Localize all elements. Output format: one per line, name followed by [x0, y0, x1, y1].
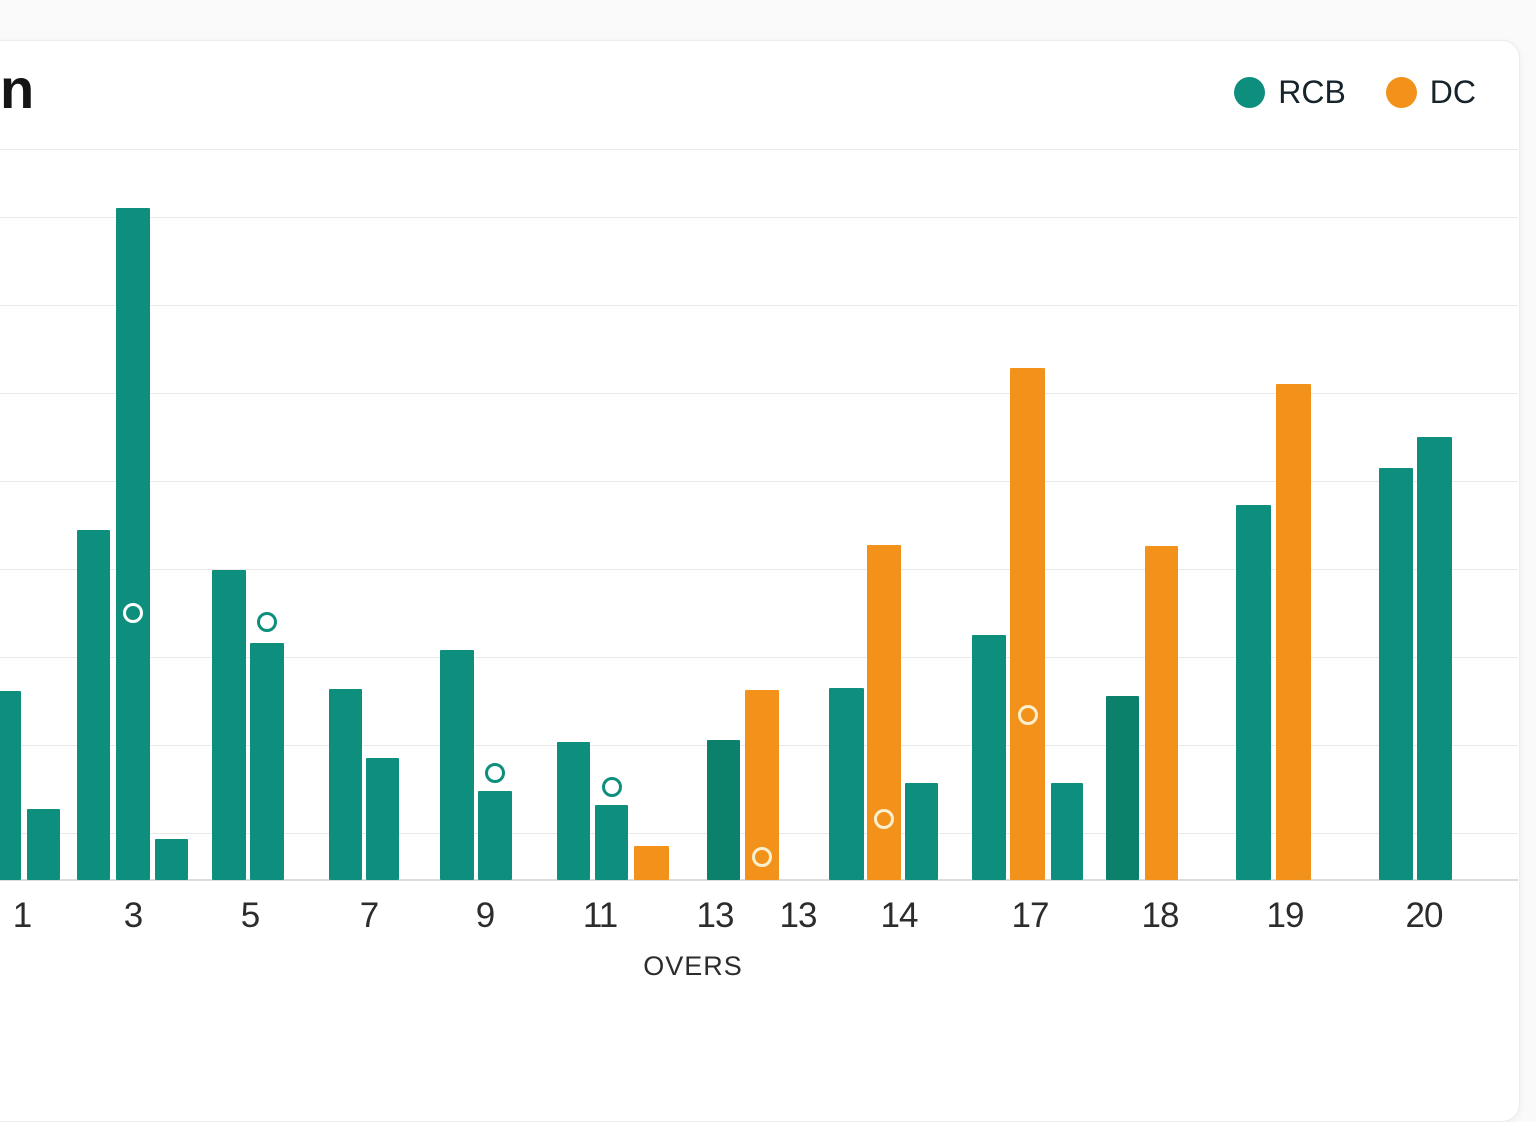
legend-label: RCB	[1278, 74, 1346, 110]
manhattan-bar-rcb[interactable]	[972, 635, 1006, 880]
legend-dot-icon	[1385, 77, 1417, 108]
gridline	[0, 149, 1518, 150]
legend-item-rcb[interactable]: RCB	[1234, 74, 1346, 111]
manhattan-bar-rcb[interactable]	[329, 689, 362, 880]
manhattan-bar-rcb[interactable]	[595, 805, 628, 880]
x-axis-tick-label: 17	[1011, 896, 1050, 935]
wicket-marker-icon	[874, 809, 894, 829]
x-axis-tick-label: 14	[880, 896, 919, 935]
manhattan-bar-rcb[interactable]	[1379, 468, 1413, 880]
manhattan-bar-rcb[interactable]	[212, 570, 246, 880]
x-axis-tick-label: 13	[696, 896, 735, 935]
manhattan-bar-dc[interactable]	[634, 846, 669, 880]
gridline	[0, 481, 1518, 482]
x-axis-line	[0, 879, 1518, 881]
wicket-marker-icon	[601, 777, 622, 797]
x-axis-tick-label: 5	[240, 896, 260, 935]
x-axis-tick-label: 18	[1141, 896, 1180, 935]
manhattan-bar-rcb[interactable]	[366, 758, 399, 880]
legend-dot-icon	[1234, 77, 1266, 108]
manhattan-bar-rcb[interactable]	[155, 839, 188, 880]
manhattan-bar-rcb[interactable]	[116, 208, 150, 880]
manhattan-bar-rcb[interactable]	[77, 530, 110, 880]
gridline	[0, 657, 1518, 658]
manhattan-bar-rcb[interactable]	[0, 691, 21, 880]
manhattan-bar-rcb[interactable]	[478, 791, 512, 880]
x-axis-tick-label: 7	[359, 896, 379, 935]
wicket-marker-icon	[752, 847, 772, 867]
manhattan-bar-rcb[interactable]	[1236, 505, 1271, 880]
manhattan-bar-rcb[interactable]	[905, 783, 938, 880]
x-axis-tick-label: 3	[123, 896, 143, 935]
legend-item-dc[interactable]: DC	[1385, 74, 1476, 111]
gridline	[0, 217, 1518, 218]
manhattan-bar-rcb[interactable]	[1106, 696, 1139, 880]
manhattan-bar-rcb[interactable]	[440, 650, 474, 880]
x-axis-tick-label: 11	[582, 896, 618, 935]
gridline	[0, 569, 1518, 570]
legend: RCB DC	[1234, 74, 1476, 111]
gridline	[0, 305, 1518, 306]
manhattan-bar-rcb[interactable]	[557, 742, 590, 880]
manhattan-bar-dc[interactable]	[1276, 384, 1311, 880]
manhattan-bar-rcb[interactable]	[829, 688, 864, 880]
manhattan-bar-dc[interactable]	[1010, 368, 1045, 880]
x-axis-title: OVERS	[643, 951, 743, 981]
gridline	[0, 393, 1518, 394]
manhattan-bar-rcb[interactable]	[250, 643, 284, 880]
legend-label: DC	[1429, 74, 1476, 110]
manhattan-bar-rcb[interactable]	[1051, 783, 1083, 880]
wicket-marker-icon	[1017, 705, 1038, 725]
manhattan-bar-rcb[interactable]	[27, 809, 60, 880]
manhattan-bar-rcb[interactable]	[1417, 437, 1452, 880]
chart-frame: n RCB DC 1 3 5 7 9 11 13 13 14 17 18 19 20 OVERS	[0, 57, 1518, 981]
wicket-marker-icon	[123, 603, 143, 623]
wicket-marker-icon	[485, 763, 505, 783]
manhattan-bar-rcb[interactable]	[707, 740, 740, 880]
x-axis-tick-label: 20	[1405, 896, 1444, 935]
x-axis-tick-label: 13	[779, 896, 818, 935]
manhattan-bar-dc[interactable]	[1145, 546, 1178, 880]
manhattan-bar-dc[interactable]	[867, 545, 901, 880]
wicket-marker-icon	[257, 612, 277, 632]
x-axis-tick-label: 9	[475, 896, 495, 935]
x-axis-tick-label: 1	[12, 896, 32, 935]
chart-title-cutoff: n	[0, 57, 35, 120]
x-axis-tick-label: 19	[1266, 896, 1305, 935]
